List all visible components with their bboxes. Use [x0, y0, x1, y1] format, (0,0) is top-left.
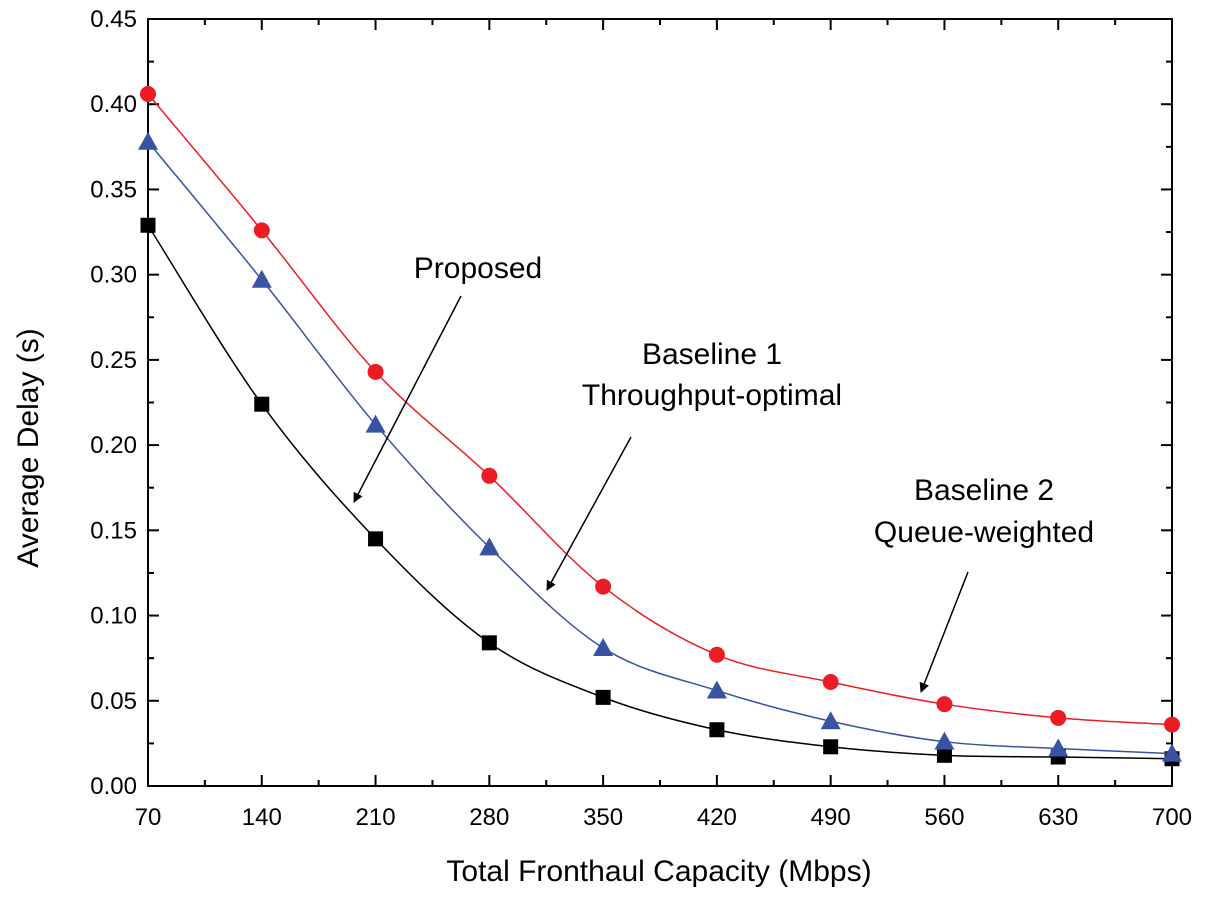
y-tick-label: 0.25: [90, 347, 137, 374]
x-tick-label: 350: [583, 804, 623, 831]
x-tick-label: 490: [811, 804, 851, 831]
series-line-baseline2: [147, 93, 1173, 726]
data-point: [365, 414, 386, 433]
y-tick-label: 0.00: [90, 773, 137, 800]
y-tick-label: 0.35: [90, 176, 137, 203]
annotation-label: Baseline 2: [914, 474, 1054, 507]
data-point: [368, 531, 384, 547]
data-point: [708, 646, 725, 663]
annotation-label: Queue-weighted: [874, 516, 1094, 549]
y-tick-label: 0.30: [90, 262, 137, 289]
series-baseline2: [140, 85, 1180, 733]
data-point: [706, 680, 727, 699]
y-tick-label: 0.15: [90, 517, 137, 544]
annotation-label: Baseline 1: [642, 338, 782, 371]
data-point: [481, 635, 497, 651]
x-tick-label: 210: [356, 804, 396, 831]
annotation-baseline2: Baseline 2 Queue-weighted: [874, 474, 1094, 693]
y-axis-ticks: 0.00 0.05 0.10 0.15 0.20 0.25 0.30 0.35 0.40 0.45: [90, 6, 1172, 800]
data-point: [479, 537, 500, 556]
data-point: [595, 689, 611, 705]
y-tick-label: 0.05: [90, 688, 137, 715]
y-tick-label: 0.40: [90, 91, 137, 118]
data-point: [595, 578, 612, 595]
x-tick-label: 420: [697, 804, 737, 831]
data-point: [936, 747, 952, 763]
annotation-arrow: [353, 295, 462, 503]
x-tick-label: 700: [1152, 804, 1192, 831]
x-axis-title: Total Fronthaul Capacity (Mbps): [446, 855, 871, 888]
y-tick-label: 0.10: [90, 603, 137, 630]
annotation-arrow: [919, 571, 969, 693]
x-tick-label: 630: [1038, 804, 1078, 831]
data-point: [1162, 743, 1182, 762]
annotation-label: Throughput-optimal: [582, 379, 842, 412]
data-point: [1050, 709, 1067, 726]
data-point: [709, 722, 725, 738]
data-point: [593, 637, 614, 656]
data-point: [140, 217, 156, 233]
data-point: [251, 269, 272, 288]
y-axis-title: Average Delay (s): [12, 328, 45, 568]
data-point: [934, 731, 955, 750]
data-point: [140, 85, 156, 102]
annotation-label: Proposed: [414, 252, 542, 285]
x-tick-label: 140: [242, 804, 282, 831]
data-point: [823, 739, 839, 755]
data-point: [820, 711, 841, 730]
annotation-arrow: [546, 436, 632, 591]
data-point: [253, 222, 270, 239]
data-point: [936, 696, 953, 713]
data-point: [367, 363, 384, 380]
data-point: [1164, 716, 1180, 733]
x-tick-label: 560: [924, 804, 964, 831]
data-point: [481, 467, 498, 484]
data-point: [1048, 738, 1069, 757]
x-tick-label: 70: [135, 804, 162, 831]
x-axis-ticks: 70 140 210 280 350 420 490 560 630 700: [135, 19, 1192, 831]
series-baseline1: [138, 131, 1182, 762]
y-tick-label: 0.45: [90, 6, 137, 33]
annotation-proposed: Proposed: [353, 252, 542, 503]
data-point: [138, 131, 158, 150]
series-line-baseline1: [147, 141, 1173, 755]
x-tick-label: 280: [469, 804, 509, 831]
y-tick-label: 0.20: [90, 432, 137, 459]
series-layer: [138, 85, 1182, 767]
data-point: [254, 396, 270, 412]
data-point: [822, 674, 839, 691]
annotation-baseline1: Baseline 1 Throughput-optimal: [546, 338, 842, 591]
